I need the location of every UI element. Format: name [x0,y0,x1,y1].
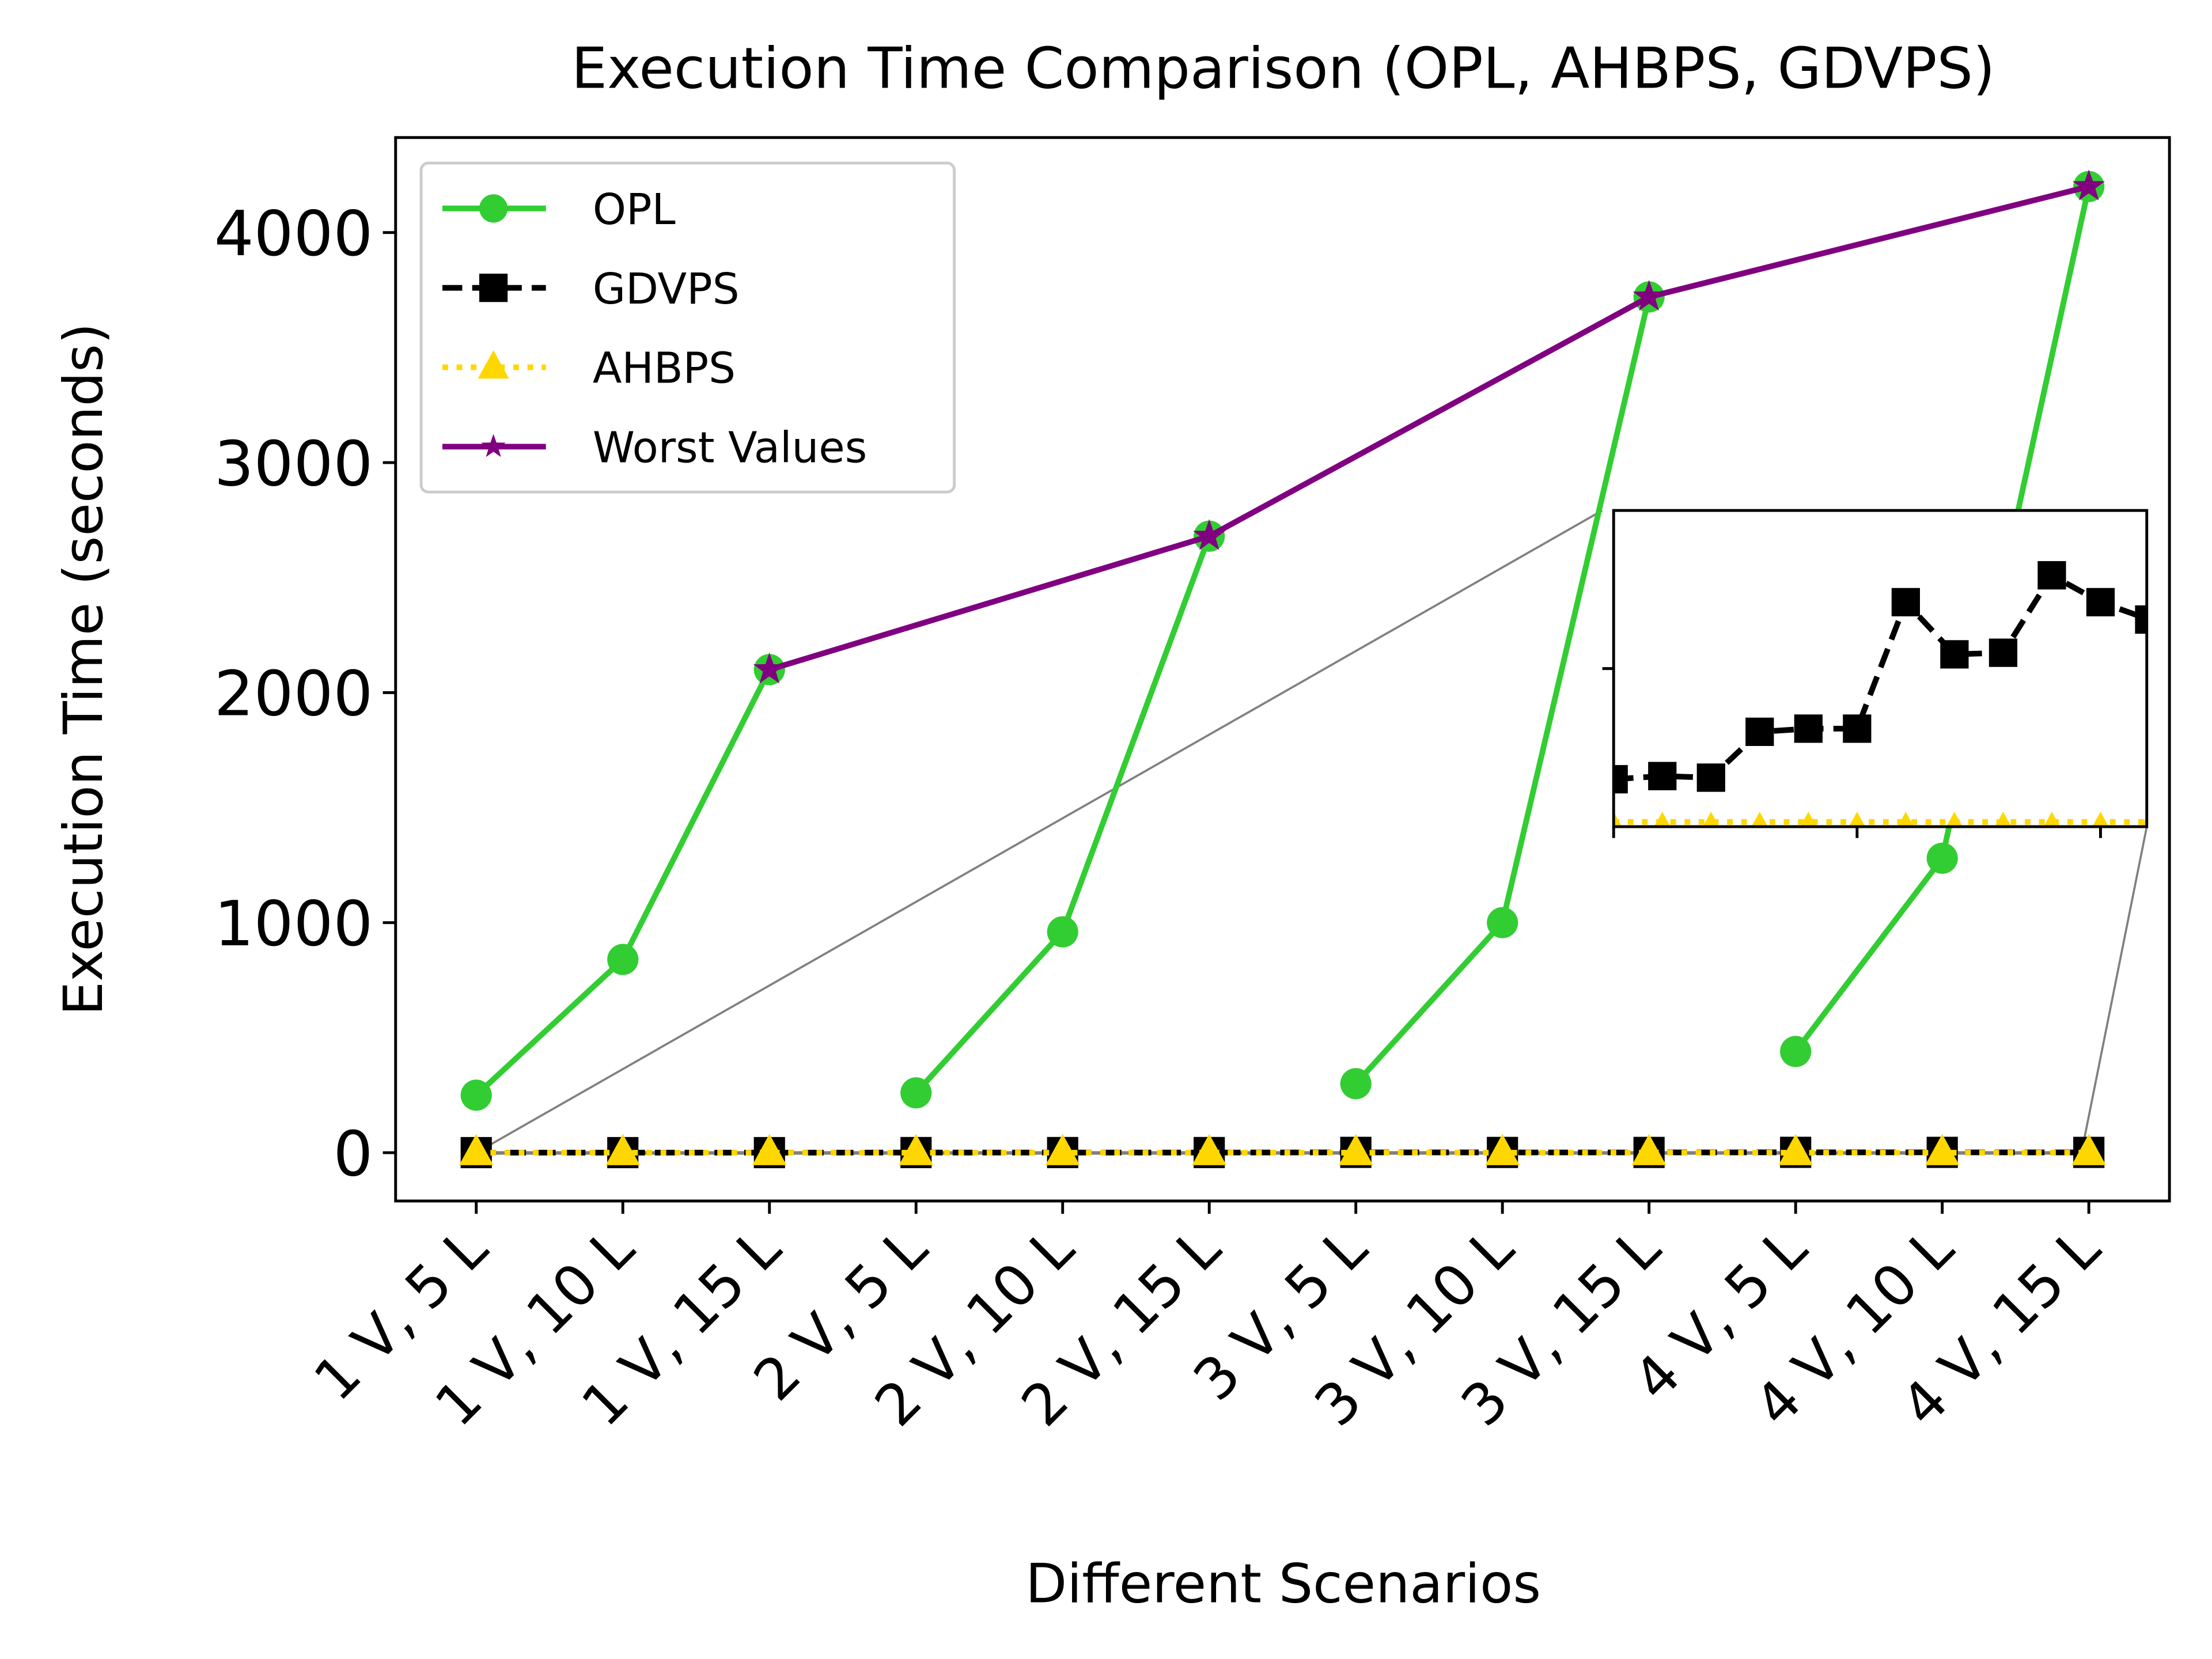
marker [1193,519,1226,550]
marker [1891,588,1920,616]
marker [2037,561,2066,590]
marker [460,1080,492,1111]
marker [1988,638,2018,667]
zoom-connector [475,509,1603,1154]
marker [1192,1134,1226,1165]
marker [2092,812,2109,827]
inset-plot [1613,561,2147,827]
marker [481,434,506,457]
marker [1751,812,1768,827]
y-tick-label: 3000 [214,427,373,500]
y-tick-label: 4000 [214,197,373,270]
series-line [768,184,2090,673]
marker [1778,1134,1813,1165]
marker [1696,763,1725,792]
marker [1995,812,2012,827]
y-tick-label: 2000 [214,657,373,730]
marker [1047,916,1078,948]
marker [459,1134,494,1165]
chart-title: Execution Time Comparison (OPL, AHBPS, G… [571,36,1995,102]
marker [900,1077,932,1109]
y-tick-label: 0 [333,1117,373,1190]
marker [899,1134,934,1165]
marker [1843,714,1872,743]
marker [1926,842,1958,874]
marker [1485,1134,1520,1165]
marker [1613,765,1628,794]
legend-label: OPL [593,185,676,234]
inset-background [1613,510,2147,827]
marker [1849,812,1866,827]
marker [1925,1134,1960,1165]
marker [607,944,639,975]
marker [1338,1134,1373,1165]
marker [2043,812,2061,827]
x-axis-label: Different Scenarios [1025,1553,1541,1616]
marker [1780,1036,1812,1067]
marker [1633,279,1665,311]
marker [1745,717,1774,747]
marker [605,1134,641,1165]
marker [1631,1134,1666,1165]
marker [1800,812,1817,827]
inset-frame [1612,509,2149,828]
y-axis-label: Execution Time (seconds) [52,323,115,1016]
marker [479,274,508,302]
marker [1045,1134,1080,1165]
legend-box [419,161,956,494]
marker [2135,605,2147,634]
legend: OPL GDVPS AHBPS Worst Values [419,161,956,494]
marker [753,652,786,684]
marker [1897,812,1914,827]
series-line [476,1149,2089,1156]
marker [752,1134,787,1165]
marker [1340,1068,1372,1100]
marker [1654,812,1671,827]
zoom-connector [2080,826,2148,1153]
legend-label: GDVPS [593,264,740,314]
marker [478,350,509,379]
marker [2071,1134,2106,1165]
marker [1487,907,1518,938]
marker [1946,812,1963,827]
marker [2086,588,2115,616]
marker [1648,762,1677,790]
y-tick-label: 1000 [214,887,373,960]
marker [2073,169,2105,200]
plot-frame [394,136,2171,1203]
legend-label: AHBPS [593,344,736,393]
marker [479,194,508,223]
marker [1703,812,1719,827]
legend-label: Worst Values [593,423,867,472]
marker [1940,640,1969,669]
marker [1794,714,1823,743]
